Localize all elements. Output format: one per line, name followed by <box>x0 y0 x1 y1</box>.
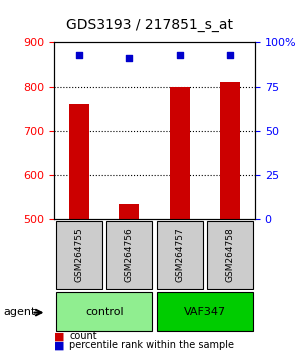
Point <box>77 52 82 58</box>
Text: GSM264757: GSM264757 <box>175 228 184 282</box>
FancyBboxPatch shape <box>56 221 102 289</box>
Point <box>227 52 232 58</box>
Point <box>177 52 182 58</box>
Text: GSM264758: GSM264758 <box>225 228 234 282</box>
Text: VAF347: VAF347 <box>184 307 226 316</box>
Bar <box>69 104 89 219</box>
Text: agent: agent <box>3 307 35 316</box>
Text: GSM264755: GSM264755 <box>75 228 84 282</box>
Text: ■: ■ <box>54 331 64 341</box>
Text: ■: ■ <box>54 340 64 350</box>
FancyBboxPatch shape <box>157 221 203 289</box>
Bar <box>220 82 240 219</box>
FancyBboxPatch shape <box>56 292 152 331</box>
Bar <box>119 204 140 219</box>
FancyBboxPatch shape <box>106 221 152 289</box>
Text: GDS3193 / 217851_s_at: GDS3193 / 217851_s_at <box>67 18 233 32</box>
Point <box>127 56 132 61</box>
Text: percentile rank within the sample: percentile rank within the sample <box>69 340 234 350</box>
Text: control: control <box>85 307 124 316</box>
Text: GSM264756: GSM264756 <box>125 228 134 282</box>
Text: count: count <box>69 331 97 341</box>
Bar <box>169 87 190 219</box>
FancyBboxPatch shape <box>157 292 253 331</box>
FancyBboxPatch shape <box>207 221 253 289</box>
